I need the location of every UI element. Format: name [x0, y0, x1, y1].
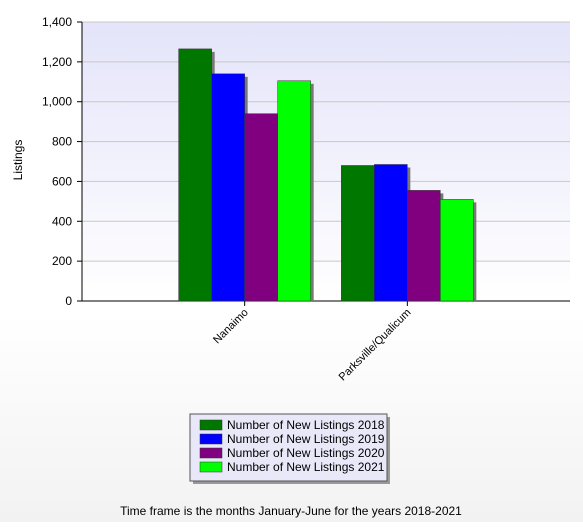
- footnote: Time frame is the months January-June fo…: [120, 504, 462, 518]
- y-axis-label: Listings: [11, 140, 25, 181]
- legend: [189, 413, 388, 482]
- legend-swatch: [199, 461, 223, 473]
- y-tick-label: 0: [65, 294, 72, 308]
- y-tick-label: 1,400: [42, 15, 72, 29]
- bar: [178, 48, 212, 302]
- bar: [374, 164, 408, 302]
- bar: [440, 199, 474, 302]
- plot-area: [82, 22, 570, 301]
- bar: [211, 73, 245, 302]
- legend-label: Number of New Listings 2018: [227, 418, 385, 432]
- legend-swatch: [199, 447, 223, 459]
- x-tick-label: Nanaimo: [211, 307, 251, 347]
- bar: [341, 165, 375, 302]
- legend-swatch: [199, 433, 223, 445]
- y-tick-label: 800: [52, 135, 72, 149]
- bar: [277, 80, 311, 302]
- legend-label: Number of New Listings 2021: [227, 460, 385, 474]
- legend-swatch: [199, 419, 223, 431]
- bar: [244, 113, 278, 302]
- y-tick-label: 1,200: [42, 55, 72, 69]
- x-tick-label: Parksville/Qualicum: [337, 307, 414, 384]
- y-tick-label: 200: [52, 254, 72, 268]
- legend-label: Number of New Listings 2020: [227, 446, 385, 460]
- y-tick-label: 400: [52, 214, 72, 228]
- bar: [407, 190, 441, 302]
- y-tick-label: 1,000: [42, 95, 72, 109]
- y-tick-label: 600: [52, 174, 72, 188]
- legend-label: Number of New Listings 2019: [227, 432, 385, 446]
